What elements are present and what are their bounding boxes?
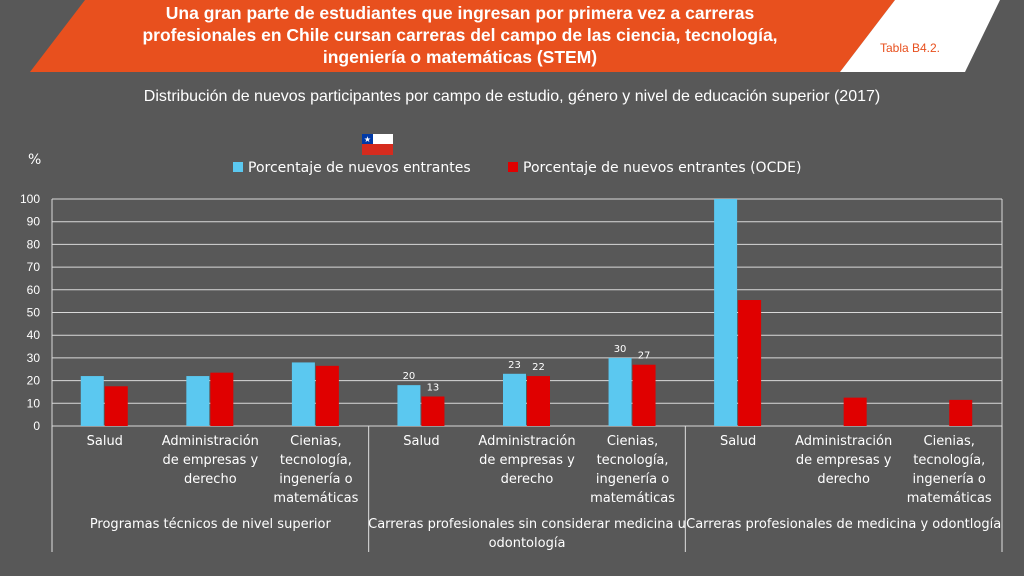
bar (315, 365, 339, 426)
y-tick-label: 100 (20, 192, 40, 206)
y-tick-label: 30 (27, 351, 41, 365)
group-label: Programas técnicos de nivel superior (90, 517, 332, 532)
chart-legend: Porcentaje de nuevos entrantes Porcentaje… (28, 152, 801, 176)
category-label: tecnología, (597, 453, 669, 468)
y-tick-label: 20 (27, 374, 41, 388)
bar (608, 357, 632, 426)
title-banner (0, 0, 1024, 72)
chart-subtitle: Distribución de nuevos participantes por… (143, 88, 881, 105)
group-label: Carreras profesionales sin considerar me… (368, 517, 686, 532)
bar (210, 372, 234, 426)
page-title-line: ingeniería o matemáticas (STEM) (322, 47, 598, 67)
data-label: 23 (508, 360, 521, 371)
bar (104, 386, 128, 426)
legend-label: Porcentaje de nuevos entrantes (248, 160, 471, 176)
data-label: 20 (403, 371, 416, 382)
category-label: Administración (795, 434, 892, 449)
category-label: derecho (184, 472, 237, 487)
y-tick-label: 0 (33, 419, 40, 433)
bar (843, 397, 867, 426)
y-tick-label: 80 (27, 237, 41, 251)
y-tick-label: 90 (27, 215, 41, 229)
page-title: Una gran parte de estudiantes que ingres… (60, 2, 860, 68)
category-label: Cienias, (290, 434, 341, 449)
category-label: Cienias, (607, 434, 658, 449)
category-label: matemáticas (273, 491, 358, 506)
category-label: Cienias, (924, 434, 975, 449)
y-tick-label: 60 (27, 283, 41, 297)
category-label: derecho (817, 472, 870, 487)
bar (738, 300, 762, 426)
x-axis: Salud Administración de empresas y derecho C… (51, 426, 1003, 552)
data-label: 30 (614, 344, 627, 355)
data-label: 27 (638, 351, 651, 362)
category-label: ingenería o (913, 472, 986, 487)
category-label: matemáticas (907, 491, 992, 506)
bar (949, 399, 973, 426)
legend-label: Porcentaje de nuevos entrantes (OCDE) (523, 160, 801, 176)
bar (421, 396, 445, 426)
y-tick-label: 40 (27, 328, 41, 342)
banner-white-tab (840, 0, 1000, 72)
category-label: tecnología, (280, 453, 352, 468)
data-label: 22 (532, 362, 545, 373)
bar (527, 376, 550, 426)
category-label: Administración (162, 434, 259, 449)
category-label: de empresas y (796, 453, 892, 468)
chart-bars (80, 199, 973, 426)
bar (80, 376, 104, 426)
group-label: odontología (489, 536, 566, 551)
chile-flag-icon: ★ (362, 134, 393, 155)
data-label: 13 (427, 382, 440, 393)
category-label: matemáticas (590, 491, 675, 506)
bar (291, 362, 315, 426)
bar-chart: ★ Porcentaje de nuevos entrantes Porcenta… (20, 134, 1003, 552)
category-label: ingenería o (279, 472, 352, 487)
category-label: derecho (501, 472, 554, 487)
y-axis-unit-label: % (28, 152, 41, 168)
category-label: Salud (87, 434, 123, 449)
svg-text:★: ★ (364, 135, 371, 144)
y-axis: 0 10 20 30 40 50 60 70 80 90 100 (20, 192, 1003, 433)
y-tick-label: 10 (27, 396, 41, 410)
category-label: Salud (720, 434, 756, 449)
table-reference: Tabla B4.2. (879, 41, 941, 55)
banner-orange-band (30, 0, 895, 72)
chart-gridlines (52, 198, 1002, 427)
legend-swatch (508, 162, 518, 172)
y-tick-label: 70 (27, 260, 41, 274)
page-title-line: profesionales en Chile cursan carreras d… (142, 25, 778, 45)
category-label: tecnología, (913, 453, 985, 468)
data-labels: 20 13 23 22 30 27 (403, 344, 651, 394)
bar (397, 385, 421, 426)
category-label: de empresas y (479, 453, 575, 468)
bar (503, 373, 526, 426)
page-title-line: Una gran parte de estudiantes que ingres… (165, 3, 755, 23)
legend-swatch (233, 162, 243, 172)
bar (186, 376, 210, 426)
category-label: ingenería o (596, 472, 669, 487)
bar (714, 199, 738, 426)
category-label: Salud (403, 434, 439, 449)
group-label: Carreras profesionales de medicina y odo… (686, 517, 1001, 532)
category-label: de empresas y (162, 453, 258, 468)
y-tick-label: 50 (27, 306, 41, 320)
category-label: Administración (478, 434, 575, 449)
bar (632, 364, 656, 426)
